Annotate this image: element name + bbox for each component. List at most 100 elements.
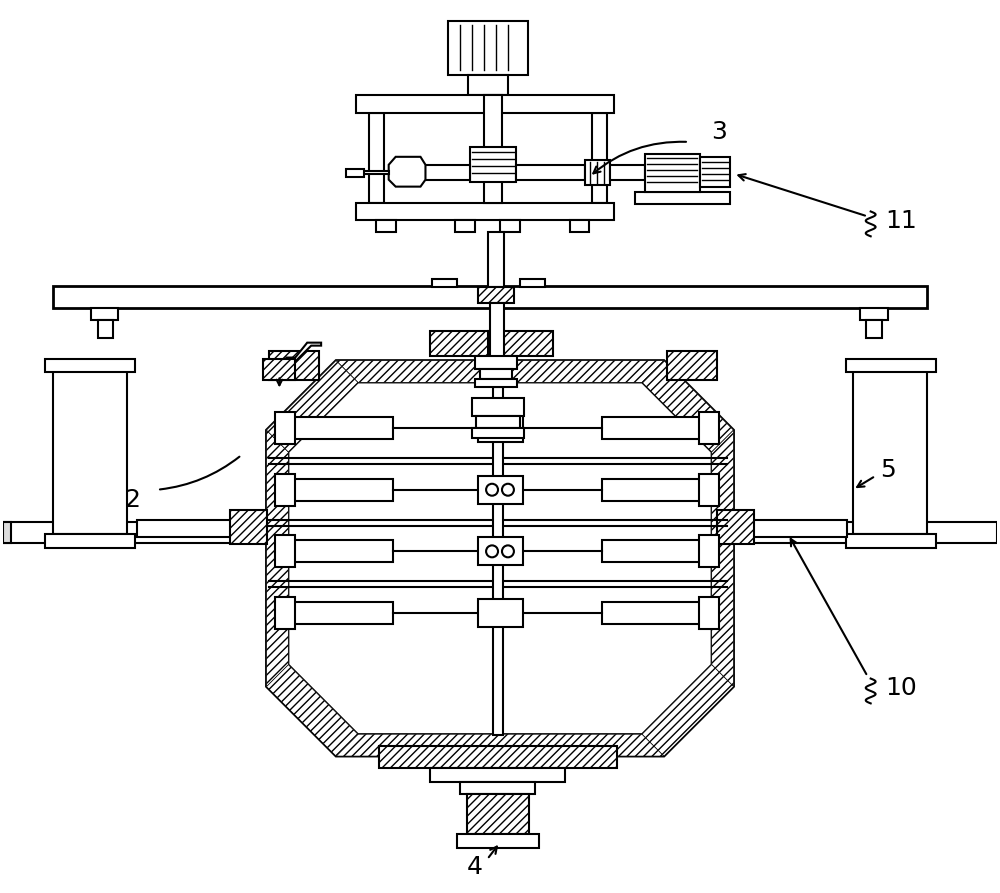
Bar: [520, 279, 545, 287]
Polygon shape: [266, 361, 358, 452]
Bar: [516, 165, 585, 179]
Polygon shape: [286, 343, 321, 361]
Bar: [293, 540, 393, 563]
Bar: [468, 75, 508, 96]
Polygon shape: [336, 734, 664, 756]
Bar: [356, 203, 614, 221]
Bar: [717, 510, 754, 545]
Bar: [475, 380, 517, 388]
Bar: [699, 536, 719, 567]
Bar: [275, 597, 295, 629]
Bar: [448, 21, 528, 75]
Bar: [98, 320, 113, 338]
Bar: [592, 113, 607, 203]
Circle shape: [502, 546, 514, 557]
Polygon shape: [712, 430, 734, 687]
Bar: [635, 192, 730, 204]
Polygon shape: [642, 664, 734, 756]
Bar: [700, 157, 730, 187]
Bar: [275, 536, 295, 567]
Text: 10: 10: [886, 677, 917, 700]
Bar: [457, 833, 539, 848]
Bar: [853, 365, 927, 534]
Bar: [45, 534, 135, 548]
Bar: [475, 355, 517, 370]
Bar: [478, 476, 523, 504]
Bar: [570, 221, 589, 232]
Bar: [3, 522, 997, 544]
Bar: [269, 351, 319, 380]
Bar: [752, 520, 847, 538]
Polygon shape: [288, 382, 712, 734]
Bar: [293, 417, 393, 439]
Bar: [699, 413, 719, 444]
Bar: [376, 221, 396, 232]
Text: 5: 5: [880, 458, 895, 482]
Polygon shape: [3, 522, 11, 544]
Polygon shape: [266, 361, 734, 756]
Bar: [430, 330, 495, 355]
Bar: [602, 602, 702, 624]
Bar: [493, 388, 503, 735]
Bar: [137, 520, 232, 538]
Bar: [476, 416, 520, 428]
Bar: [667, 351, 717, 380]
Bar: [846, 359, 936, 372]
Polygon shape: [389, 157, 425, 187]
Bar: [846, 534, 936, 548]
Bar: [275, 474, 295, 505]
Bar: [645, 154, 700, 192]
Circle shape: [486, 484, 498, 496]
Bar: [53, 286, 927, 308]
Bar: [699, 474, 719, 505]
Polygon shape: [266, 664, 358, 756]
Bar: [467, 794, 529, 833]
Polygon shape: [361, 171, 389, 174]
Bar: [91, 308, 118, 320]
Bar: [866, 320, 882, 338]
Bar: [488, 330, 553, 355]
Circle shape: [486, 546, 498, 557]
Bar: [488, 232, 504, 287]
Bar: [470, 146, 516, 181]
Bar: [432, 279, 457, 287]
Bar: [455, 221, 475, 232]
Bar: [860, 308, 888, 320]
Polygon shape: [266, 430, 288, 687]
Bar: [602, 540, 702, 563]
Circle shape: [502, 484, 514, 496]
Bar: [430, 768, 565, 782]
Bar: [490, 303, 504, 361]
Bar: [602, 479, 702, 501]
Bar: [484, 96, 502, 203]
Bar: [293, 479, 393, 501]
Bar: [602, 417, 702, 439]
Bar: [356, 96, 614, 113]
Bar: [460, 782, 535, 794]
Bar: [379, 747, 617, 768]
Bar: [472, 428, 524, 438]
Bar: [346, 169, 364, 177]
Bar: [478, 287, 514, 303]
Bar: [480, 370, 512, 380]
Text: 3: 3: [711, 120, 727, 144]
Bar: [263, 359, 295, 380]
Bar: [416, 165, 470, 179]
Polygon shape: [336, 361, 664, 382]
Bar: [478, 414, 523, 442]
Bar: [53, 365, 127, 534]
Bar: [369, 113, 384, 203]
Bar: [45, 359, 135, 372]
Bar: [610, 165, 645, 179]
Bar: [275, 413, 295, 444]
Text: 11: 11: [886, 210, 917, 233]
Bar: [500, 221, 520, 232]
Bar: [230, 510, 267, 545]
Bar: [478, 538, 523, 565]
Bar: [699, 597, 719, 629]
Bar: [472, 398, 524, 416]
Text: 2: 2: [124, 488, 140, 512]
Bar: [293, 602, 393, 624]
Bar: [585, 160, 610, 185]
Polygon shape: [642, 361, 734, 452]
